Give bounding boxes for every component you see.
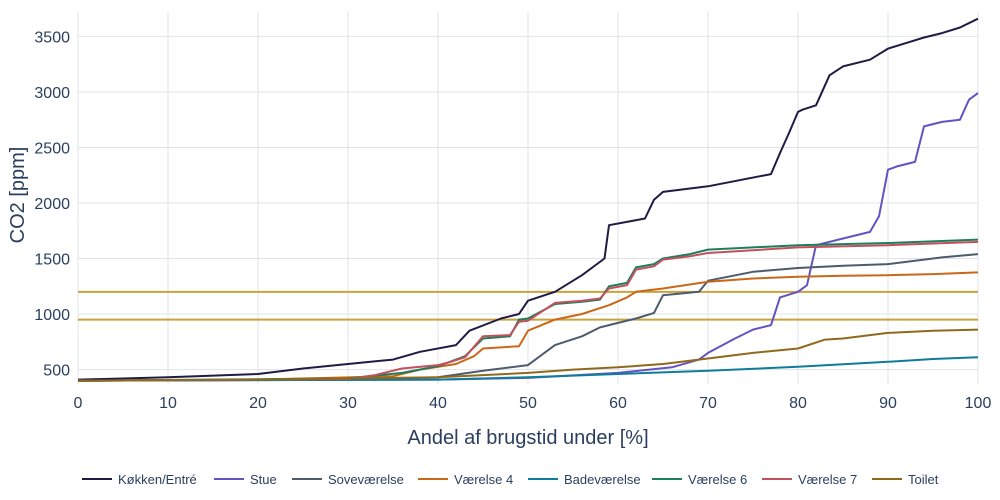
series-lines	[77, 17, 979, 382]
legend-label: Værelse 4	[454, 472, 513, 487]
x-tick-label: 80	[789, 395, 807, 412]
x-tick-label: 100	[965, 395, 992, 412]
legend-label: Soveværelse	[328, 472, 404, 487]
x-tick-label: 50	[519, 395, 537, 412]
x-tick-label: 70	[699, 395, 717, 412]
legend: Køkken/Entré Stue Soveværelse Værelse 4 Bade…	[82, 472, 939, 487]
y-tick-label: 3500	[34, 29, 70, 46]
legend-label: Køkken/Entré	[118, 472, 197, 487]
legend-label: Stue	[250, 472, 277, 487]
series-line	[77, 240, 979, 382]
x-tick-label: 0	[74, 395, 83, 412]
y-tick-label: 1500	[34, 252, 70, 269]
legend-label: Toilet	[908, 472, 939, 487]
x-tick-label: 60	[609, 395, 627, 412]
y-tick-label: 1000	[34, 307, 70, 324]
series-line	[77, 17, 979, 381]
series-line	[77, 92, 979, 382]
legend-label: Badeværelse	[564, 472, 641, 487]
x-tick-label: 20	[249, 395, 267, 412]
series-line	[77, 328, 979, 382]
legend-label: Værelse 7	[798, 472, 857, 487]
y-tick-label: 500	[43, 363, 70, 380]
series-line	[77, 253, 979, 382]
legend-label: Værelse 6	[688, 472, 747, 487]
y-axis-title: CO2 [ppm]	[7, 147, 29, 244]
x-tick-label: 30	[339, 395, 357, 412]
grid	[77, 12, 979, 384]
y-tick-label: 3000	[34, 85, 70, 102]
x-axis-title: Andel af brugstid under [%]	[407, 427, 648, 449]
y-tick-label: 2500	[34, 140, 70, 157]
x-tick-label: 40	[429, 395, 447, 412]
x-tick-label: 90	[879, 395, 897, 412]
y-tick-label: 2000	[34, 196, 70, 213]
x-tick-label: 10	[159, 395, 177, 412]
tick-labels: 0 10 20 30 40 50 60 70 80 90 100 500 1000 1500 2000 250…	[34, 29, 991, 412]
